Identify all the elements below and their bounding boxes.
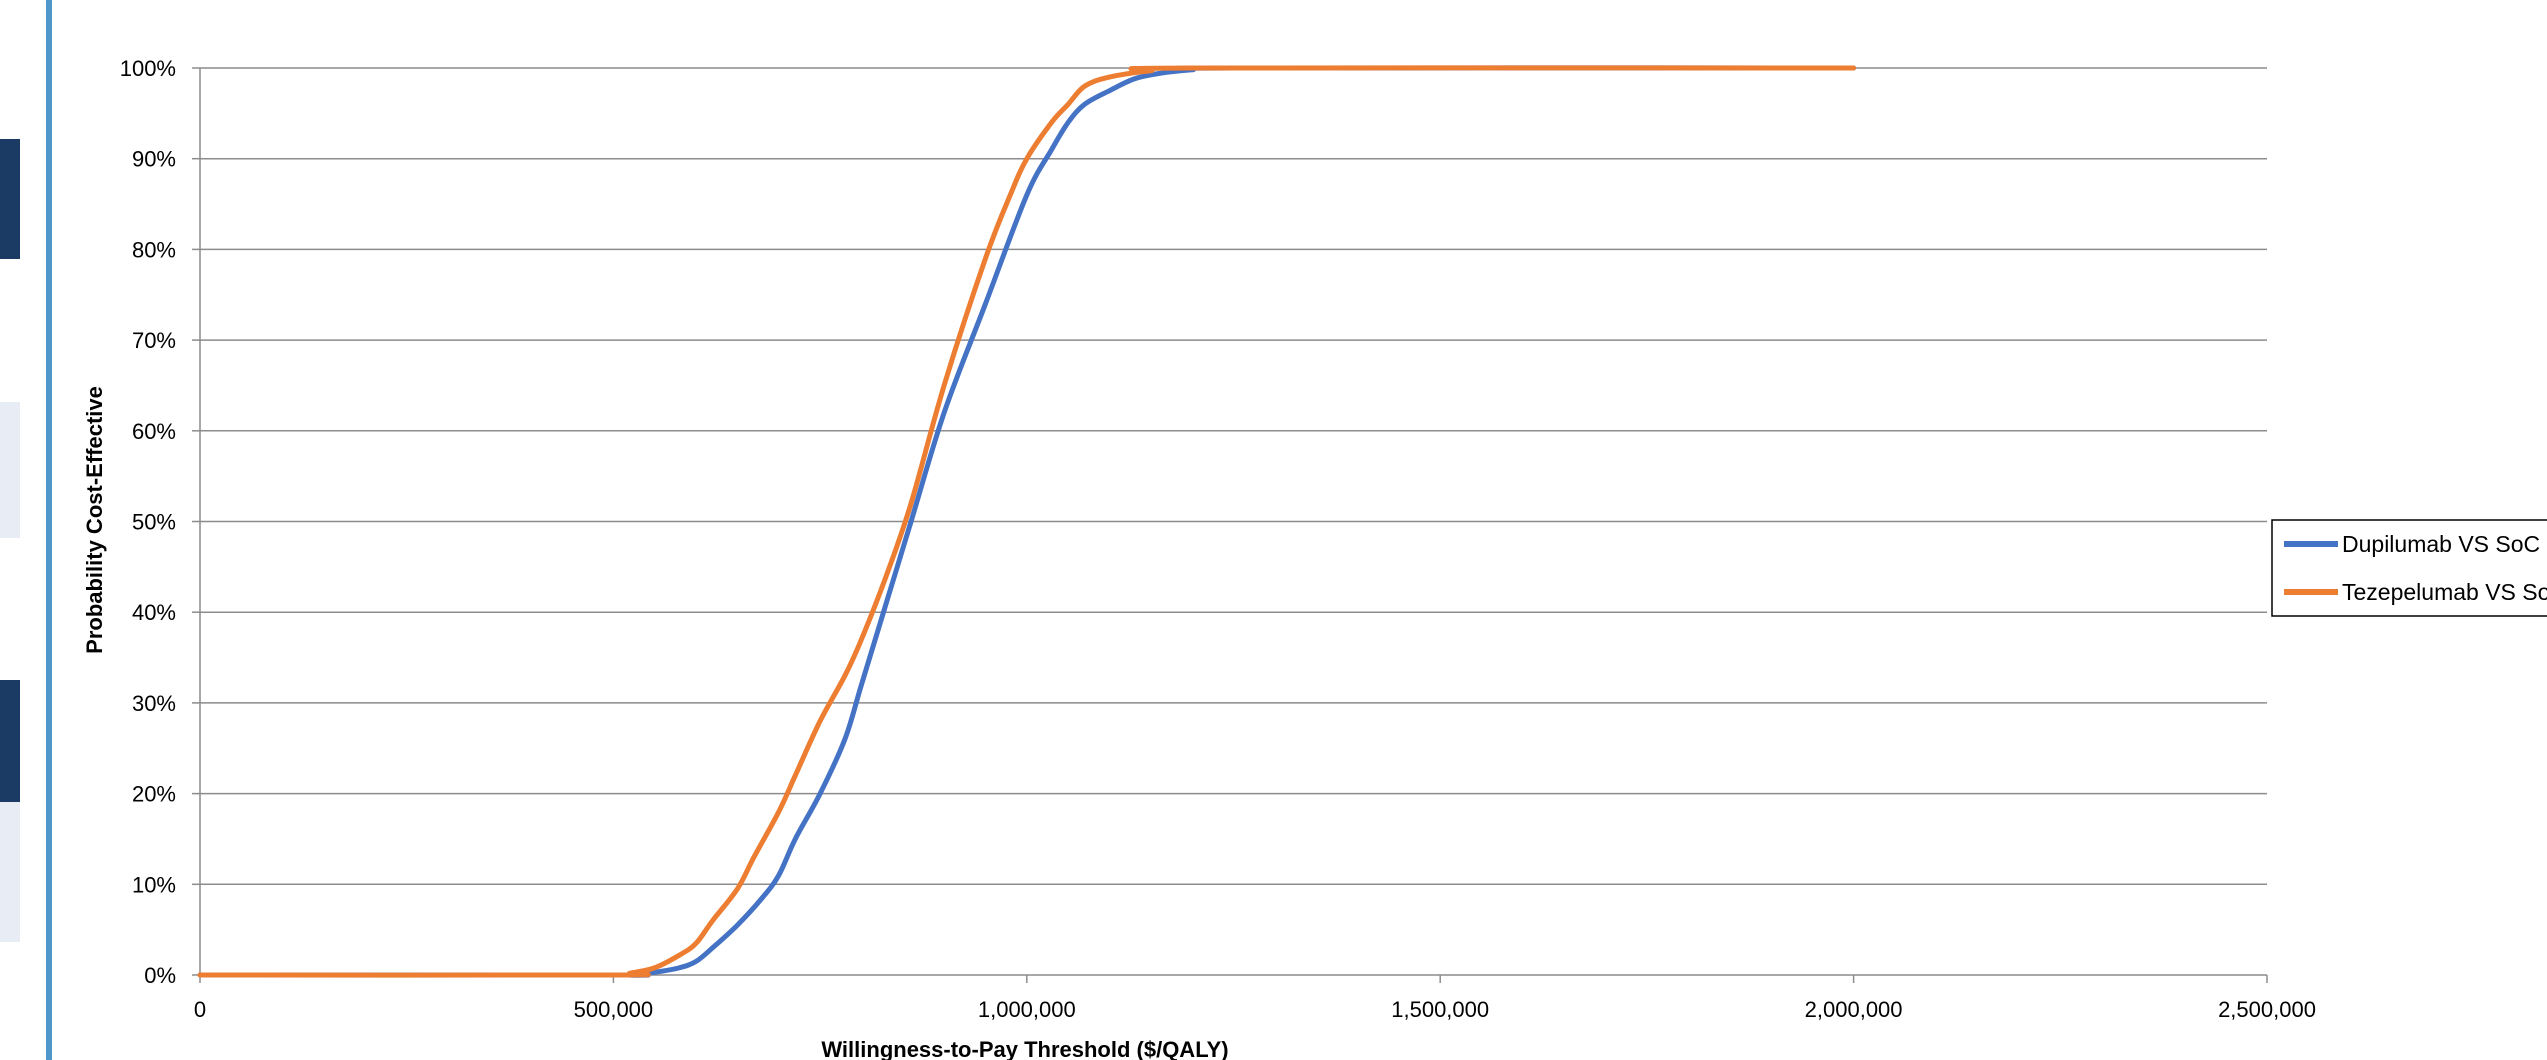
series-lines bbox=[197, 65, 1857, 978]
sidebar-block bbox=[0, 402, 20, 538]
y-tick-label: 90% bbox=[132, 147, 176, 172]
y-tick-label: 70% bbox=[132, 328, 176, 353]
x-tick-label: 2,500,000 bbox=[2218, 997, 2316, 1022]
series-line-1 bbox=[197, 65, 1857, 978]
sidebar-block bbox=[0, 680, 20, 802]
x-axis-ticks: 0 500,000 1,000,000 1,500,000 2,000,000 2,500… bbox=[194, 997, 2316, 1022]
left-sidebar-rail bbox=[0, 0, 52, 1060]
y-tick-label: 0% bbox=[144, 963, 176, 988]
y-axis-ticks: 0% 10% 20% 30% 40% 50% 60% 70% 80% 90% 100% bbox=[120, 56, 176, 988]
y-tick-label: 80% bbox=[132, 237, 176, 262]
y-tick-label: 40% bbox=[132, 600, 176, 625]
sidebar-divider bbox=[46, 0, 52, 1060]
x-tick-label: 1,500,000 bbox=[1391, 997, 1489, 1022]
axes bbox=[192, 67, 2268, 983]
legend-box bbox=[2271, 519, 2547, 617]
x-axis-title: Willingness-to-Pay Threshold ($/QALY) bbox=[821, 1037, 1228, 1060]
x-tick-label: 2,000,000 bbox=[1805, 997, 1903, 1022]
x-tick-label: 1,000,000 bbox=[978, 997, 1076, 1022]
legend-label-tezepelumab: Tezepelumab VS SoC bbox=[2342, 579, 2547, 605]
sidebar-block bbox=[0, 802, 20, 942]
chart-legend: Dupilumab VS SoC Tezepelumab VS SoC bbox=[2271, 519, 2547, 617]
sidebar-block bbox=[0, 139, 20, 259]
y-tick-label: 50% bbox=[132, 510, 176, 535]
x-tick-label: 500,000 bbox=[574, 997, 654, 1022]
y-tick-label: 100% bbox=[120, 56, 176, 81]
series-line-0 bbox=[197, 65, 1857, 978]
y-tick-label: 60% bbox=[132, 419, 176, 444]
legend-label-dupilumab: Dupilumab VS SoC bbox=[2342, 531, 2540, 557]
y-tick-label: 30% bbox=[132, 691, 176, 716]
gridlines bbox=[200, 67, 2267, 886]
y-tick-label: 10% bbox=[132, 872, 176, 897]
x-tick-label: 0 bbox=[194, 997, 206, 1022]
y-tick-label: 20% bbox=[132, 782, 176, 807]
y-axis-title: Probability Cost-Effective bbox=[82, 386, 107, 654]
